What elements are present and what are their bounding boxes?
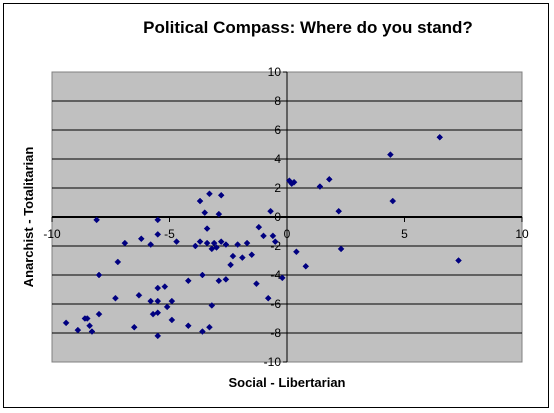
data-point — [154, 332, 162, 340]
x-tick-label: -10 — [43, 227, 61, 241]
data-point — [302, 262, 310, 270]
y-tick-label: -2 — [270, 239, 281, 253]
data-point — [149, 310, 157, 318]
data-point — [269, 232, 277, 240]
data-point — [154, 231, 162, 238]
y-axis-title: Anarchist - Totalitarian — [21, 147, 36, 288]
data-point — [208, 245, 216, 253]
y-tick-label: -10 — [264, 355, 282, 369]
data-point — [95, 310, 103, 318]
data-point — [389, 197, 397, 205]
data-point — [316, 183, 324, 190]
data-point — [217, 238, 225, 246]
scatter-chart: Political Compass: Where do you stand? -… — [21, 18, 529, 390]
x-tick-label: 10 — [515, 227, 529, 241]
data-point — [264, 294, 272, 302]
data-point — [112, 294, 119, 302]
data-point — [74, 326, 82, 334]
data-point — [199, 328, 206, 335]
data-point — [121, 239, 129, 247]
data-point — [325, 175, 333, 183]
data-point — [196, 238, 204, 246]
data-point — [130, 323, 138, 331]
data-point — [210, 239, 218, 247]
data-point — [215, 277, 223, 285]
data-point — [387, 151, 394, 159]
y-tick-label: 2 — [274, 181, 281, 195]
data-point — [173, 238, 180, 246]
data-point — [217, 191, 225, 199]
data-point — [243, 239, 251, 247]
data-point — [253, 280, 260, 288]
data-point — [278, 274, 286, 282]
data-point — [154, 216, 162, 224]
data-point — [271, 238, 279, 246]
x-tick-label: -5 — [164, 227, 175, 241]
data-point — [86, 322, 93, 330]
data-point — [93, 216, 101, 224]
y-tick-label: 10 — [268, 65, 282, 79]
data-point — [147, 241, 155, 248]
data-point — [137, 235, 145, 243]
data-point — [135, 291, 143, 299]
data-point — [199, 271, 206, 279]
chart-frame: Political Compass: Where do you stand? -… — [3, 3, 549, 408]
data-point — [147, 297, 155, 305]
y-tick-label: 4 — [274, 152, 281, 166]
data-point — [154, 284, 162, 292]
data-point — [222, 275, 230, 283]
y-tick-label: -8 — [270, 326, 281, 340]
data-point — [455, 257, 462, 264]
data-point — [290, 178, 298, 186]
data-point — [238, 254, 246, 261]
data-point — [229, 252, 237, 260]
data-point — [191, 242, 199, 250]
x-axis-title: Social - Libertarian — [228, 375, 345, 390]
data-point — [196, 197, 204, 205]
data-point — [184, 277, 192, 285]
data-point — [154, 297, 162, 305]
data-point — [203, 239, 211, 247]
data-point — [260, 232, 267, 240]
data-point — [161, 283, 169, 290]
y-tick-label: -4 — [270, 268, 281, 282]
data-point — [208, 302, 216, 309]
data-point — [206, 323, 213, 331]
data-point — [436, 133, 444, 141]
y-tick-label: 8 — [274, 94, 281, 108]
data-point — [168, 297, 176, 305]
x-tick-label: 5 — [401, 227, 408, 241]
data-point — [248, 251, 256, 259]
chart-title: Political Compass: Where do you stand? — [143, 18, 473, 37]
y-tick-label: 6 — [274, 123, 281, 137]
data-point — [88, 328, 96, 335]
data-point — [184, 322, 192, 330]
data-point — [335, 207, 343, 215]
data-point — [163, 303, 171, 311]
data-point — [267, 207, 274, 215]
data-point — [206, 190, 213, 198]
data-point — [168, 316, 176, 324]
y-tick-label: 0 — [274, 210, 281, 224]
data-point — [201, 209, 209, 217]
data-point — [203, 225, 211, 232]
y-tick-label: -6 — [270, 297, 281, 311]
data-point — [255, 223, 263, 231]
data-point — [95, 271, 103, 279]
data-point — [293, 248, 300, 256]
data-point — [114, 258, 122, 266]
data-point — [62, 319, 70, 327]
data-point — [337, 245, 345, 253]
x-tick-label: 0 — [284, 227, 291, 241]
data-point — [215, 210, 223, 218]
data-point — [227, 261, 234, 269]
data-point — [234, 241, 242, 248]
data-point — [222, 241, 230, 248]
data-point — [81, 315, 89, 322]
